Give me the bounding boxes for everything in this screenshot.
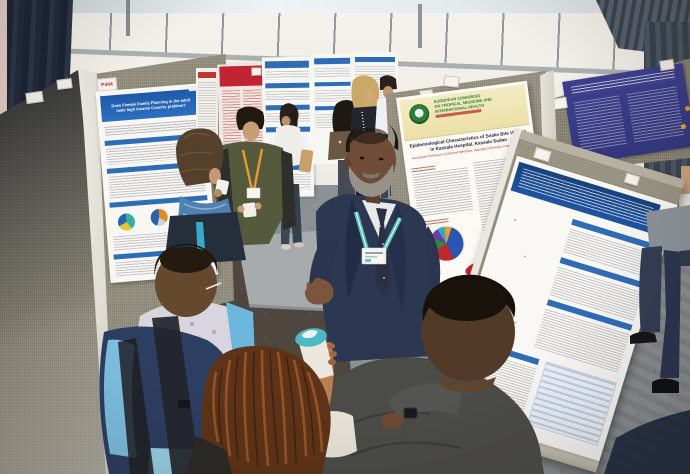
backpack-strap (118, 338, 154, 474)
neck (438, 375, 496, 392)
face (242, 121, 260, 141)
hair-strands (179, 132, 215, 173)
jeans-leg (660, 250, 681, 378)
paper-bag (298, 149, 314, 173)
hair (236, 106, 265, 130)
jeans-leg (639, 246, 662, 334)
braid-shadow-strands (218, 349, 315, 468)
hair-top (352, 128, 388, 144)
lanyard-right-stripe (382, 217, 401, 253)
hair (351, 75, 380, 111)
badge-logo (365, 259, 371, 262)
finger (328, 359, 336, 365)
hair (380, 75, 397, 90)
arm-skin (681, 166, 690, 194)
coffee-cup (242, 202, 257, 218)
finger (327, 343, 335, 349)
hair-top (427, 279, 507, 321)
badge-line (365, 252, 383, 254)
name-badge (246, 187, 261, 199)
lid-highlight (301, 330, 319, 339)
strap-buckle (178, 400, 190, 408)
attendee-walking (630, 205, 690, 393)
pw3-bar (355, 57, 395, 62)
shoe (281, 244, 291, 250)
light-blue-jacket (226, 302, 255, 358)
hand (381, 413, 403, 429)
finger (329, 351, 337, 357)
hand (214, 189, 222, 197)
shoe (294, 242, 304, 248)
shirt (362, 200, 396, 240)
shirt-speckle (190, 322, 194, 326)
wristwatch (403, 407, 418, 419)
hand (254, 202, 262, 210)
face (281, 116, 291, 126)
glasses-arm (205, 282, 222, 290)
hand (237, 205, 245, 213)
pattern-dot (338, 140, 342, 144)
mustache (362, 172, 380, 179)
corner-attendee-arm (604, 410, 690, 474)
lanyard-left-stripe (355, 211, 368, 251)
tie-dot (383, 277, 385, 279)
hair-top (160, 247, 212, 273)
dark-top-shoulder (186, 436, 232, 474)
foreground-backpack-man (99, 243, 255, 474)
board-pin-amber (681, 124, 686, 129)
foreground-braids-woman (186, 328, 357, 474)
gesturing-hand (304, 277, 334, 305)
tie-dot (379, 225, 381, 227)
hair-side (388, 124, 399, 150)
hair-side (345, 126, 358, 152)
eye (359, 156, 365, 160)
grey-beard (348, 164, 394, 197)
shoe (630, 331, 657, 344)
shirt-speckle (212, 330, 216, 334)
dark-sleeve (281, 150, 296, 230)
face (365, 91, 373, 101)
head (346, 132, 396, 188)
trousers (680, 236, 690, 266)
board-pin-amber (685, 106, 690, 111)
window-post (418, 4, 422, 48)
grey-sweater (646, 205, 690, 254)
orange-lanyard (241, 148, 264, 191)
presenter (304, 124, 441, 362)
braid-strands (212, 349, 324, 467)
eye (378, 157, 384, 161)
navy-sleeve (604, 410, 690, 474)
tie-dot (382, 243, 384, 245)
thumb (306, 282, 314, 294)
foreground-sweater-man (301, 274, 544, 474)
shoe (652, 378, 679, 393)
badge-line (365, 256, 377, 258)
window-post (126, 0, 130, 36)
backpack-strap (152, 316, 200, 474)
lanyard (361, 111, 366, 138)
sliver-red-band (198, 72, 216, 78)
skylight-glass (0, 0, 690, 13)
sliver-text (198, 82, 216, 142)
